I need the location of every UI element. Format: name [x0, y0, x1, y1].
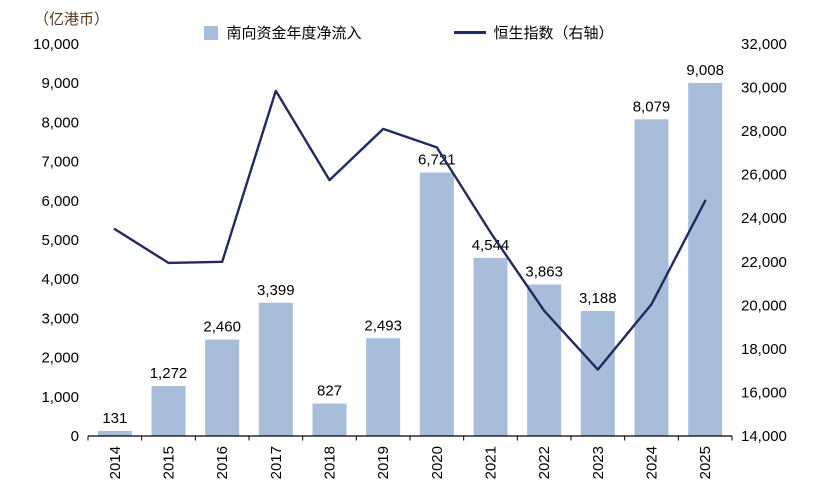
legend: 南向资金年度净流入 恒生指数（右轴） [0, 22, 818, 43]
bar-value-label: 131 [102, 410, 127, 427]
bar-2023 [580, 311, 615, 436]
bar-value-label: 9,008 [686, 62, 724, 79]
line-swatch-icon [453, 31, 486, 34]
bar-value-label: 3,188 [579, 290, 617, 307]
bar-value-label: 3,863 [525, 264, 563, 281]
bar-swatch-icon [204, 25, 219, 40]
bar-2014 [97, 430, 132, 436]
left-axis-tick-label: 1,000 [41, 389, 79, 406]
left-axis-tick-label: 5,000 [41, 232, 79, 249]
left-axis-tick-label: 4,000 [41, 271, 79, 288]
bar-2019 [366, 338, 401, 436]
right-axis-tick-label: 18,000 [741, 341, 787, 358]
bar-value-label: 1,272 [150, 365, 188, 382]
x-axis-category-label: 2018 [322, 446, 339, 479]
x-axis-category-label: 2020 [429, 446, 446, 479]
hang-seng-index-line [113, 89, 707, 371]
left-axis-tick-label: 6,000 [41, 193, 79, 210]
bar-value-label: 8,079 [633, 98, 671, 115]
bar-2020 [419, 172, 454, 436]
bar-2018 [312, 403, 347, 436]
legend-label-line: 恒生指数（右轴） [493, 25, 614, 42]
left-axis-unit-label: （亿港币） [34, 11, 110, 28]
bar-2017 [258, 302, 293, 436]
bar-2015 [151, 386, 186, 436]
right-axis-tick-label: 30,000 [741, 80, 787, 97]
legend-item-hang-seng: 恒生指数（右轴） [453, 22, 614, 43]
right-axis-tick-label: 20,000 [741, 297, 787, 314]
x-axis-category-label: 2017 [268, 446, 285, 479]
left-axis-tick-label: 3,000 [41, 310, 79, 327]
x-axis-category-label: 2025 [697, 446, 714, 479]
x-axis-category-label: 2014 [107, 446, 124, 479]
x-axis-category-label: 2016 [214, 446, 231, 479]
x-axis-category-label: 2022 [536, 446, 553, 479]
x-axis-category-label: 2024 [644, 446, 661, 479]
left-axis-tick-label: 9,000 [41, 75, 79, 92]
bar-value-label: 827 [317, 383, 342, 400]
bar-value-label: 2,460 [203, 319, 241, 336]
x-axis-category-label: 2021 [483, 446, 500, 479]
right-axis-tick-label: 32,000 [741, 36, 787, 53]
legend-label-bar: 南向资金年度净流入 [226, 25, 362, 42]
left-axis-tick-label: 8,000 [41, 114, 79, 131]
bar-value-label: 6,721 [418, 152, 456, 169]
bar-value-label: 4,544 [472, 237, 510, 254]
right-axis-tick-label: 14,000 [741, 428, 787, 445]
right-axis-tick-label: 26,000 [741, 167, 787, 184]
left-axis-tick-label: 7,000 [41, 154, 79, 171]
legend-item-southbound-flow: 南向资金年度净流入 [204, 22, 362, 43]
bar-value-label: 2,493 [364, 317, 402, 334]
x-axis-category-label: 2023 [590, 446, 607, 479]
bar-2024 [634, 119, 669, 437]
right-axis-tick-label: 22,000 [741, 254, 787, 271]
left-axis-tick-label: 2,000 [41, 350, 79, 367]
bar-value-label: 3,399 [257, 282, 295, 299]
bar-2016 [205, 339, 240, 436]
bar-2025 [688, 82, 723, 436]
left-axis-tick-label: 10,000 [33, 36, 79, 53]
right-axis-tick-label: 24,000 [741, 210, 787, 227]
right-axis-tick-label: 16,000 [741, 384, 787, 401]
right-axis-tick-label: 28,000 [741, 123, 787, 140]
bar-2022 [527, 284, 562, 436]
bar-2021 [473, 257, 508, 436]
left-axis-tick-label: 0 [71, 428, 79, 445]
x-axis-category-label: 2019 [375, 446, 392, 479]
x-axis-category-label: 2015 [161, 446, 178, 479]
